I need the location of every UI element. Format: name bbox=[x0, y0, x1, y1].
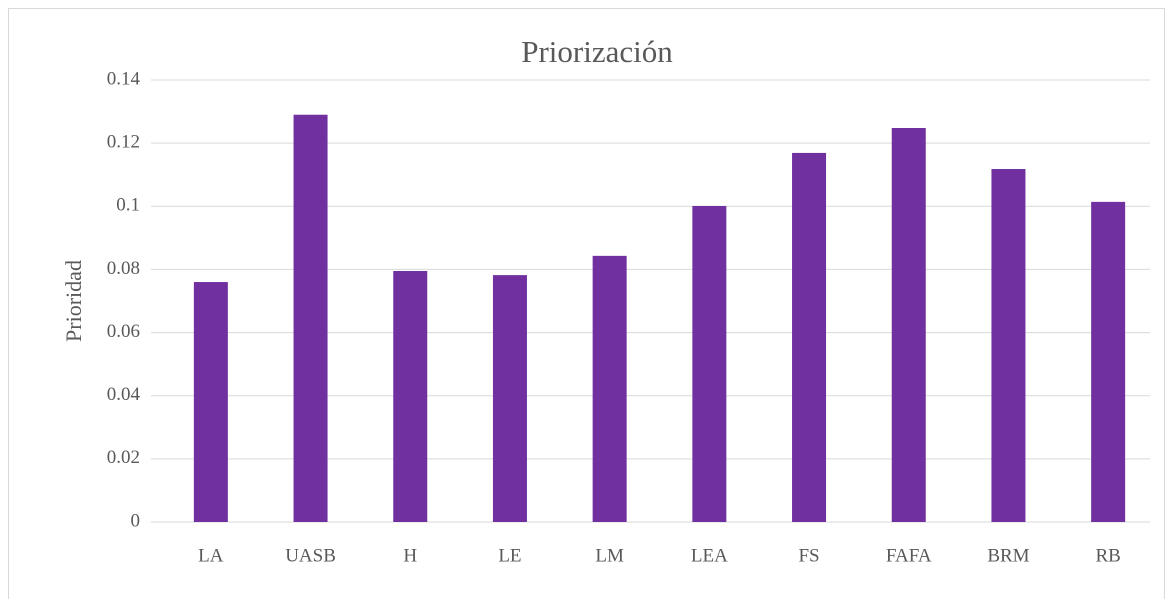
x-tick-label: FS bbox=[798, 545, 819, 566]
y-tick-label: 0.1 bbox=[116, 195, 140, 216]
x-tick-label: RB bbox=[1095, 545, 1120, 566]
x-tick-label: UASB bbox=[285, 545, 336, 566]
bar bbox=[891, 127, 926, 522]
x-tick-label: LA bbox=[198, 545, 224, 566]
bar bbox=[293, 114, 328, 522]
y-axis-label: Prioridad bbox=[61, 260, 86, 342]
y-tick-label: 0.08 bbox=[107, 258, 140, 279]
bar bbox=[492, 275, 527, 522]
y-tick-label: 0.14 bbox=[107, 68, 141, 89]
y-tick-label: 0.04 bbox=[107, 384, 141, 405]
x-tick-label: FAFA bbox=[886, 545, 932, 566]
bar bbox=[193, 282, 228, 522]
y-tick-label: 0.12 bbox=[107, 132, 140, 153]
y-tick-label: 0 bbox=[131, 510, 141, 531]
y-tick-label: 0.06 bbox=[107, 321, 140, 342]
x-tick-label: H bbox=[403, 545, 417, 566]
bar bbox=[792, 152, 827, 522]
bar bbox=[592, 255, 627, 523]
bar bbox=[393, 271, 428, 522]
bar bbox=[1091, 201, 1126, 522]
bar bbox=[692, 205, 727, 522]
y-tick-label: 0.02 bbox=[107, 447, 140, 468]
x-tick-label: LM bbox=[595, 545, 624, 566]
x-tick-label: LE bbox=[498, 545, 521, 566]
chart-frame bbox=[8, 8, 1165, 599]
chart-title: Priorización bbox=[521, 34, 673, 69]
bar bbox=[991, 169, 1026, 522]
x-tick-label: BRM bbox=[987, 545, 1029, 566]
x-tick-label: LEA bbox=[691, 545, 728, 566]
